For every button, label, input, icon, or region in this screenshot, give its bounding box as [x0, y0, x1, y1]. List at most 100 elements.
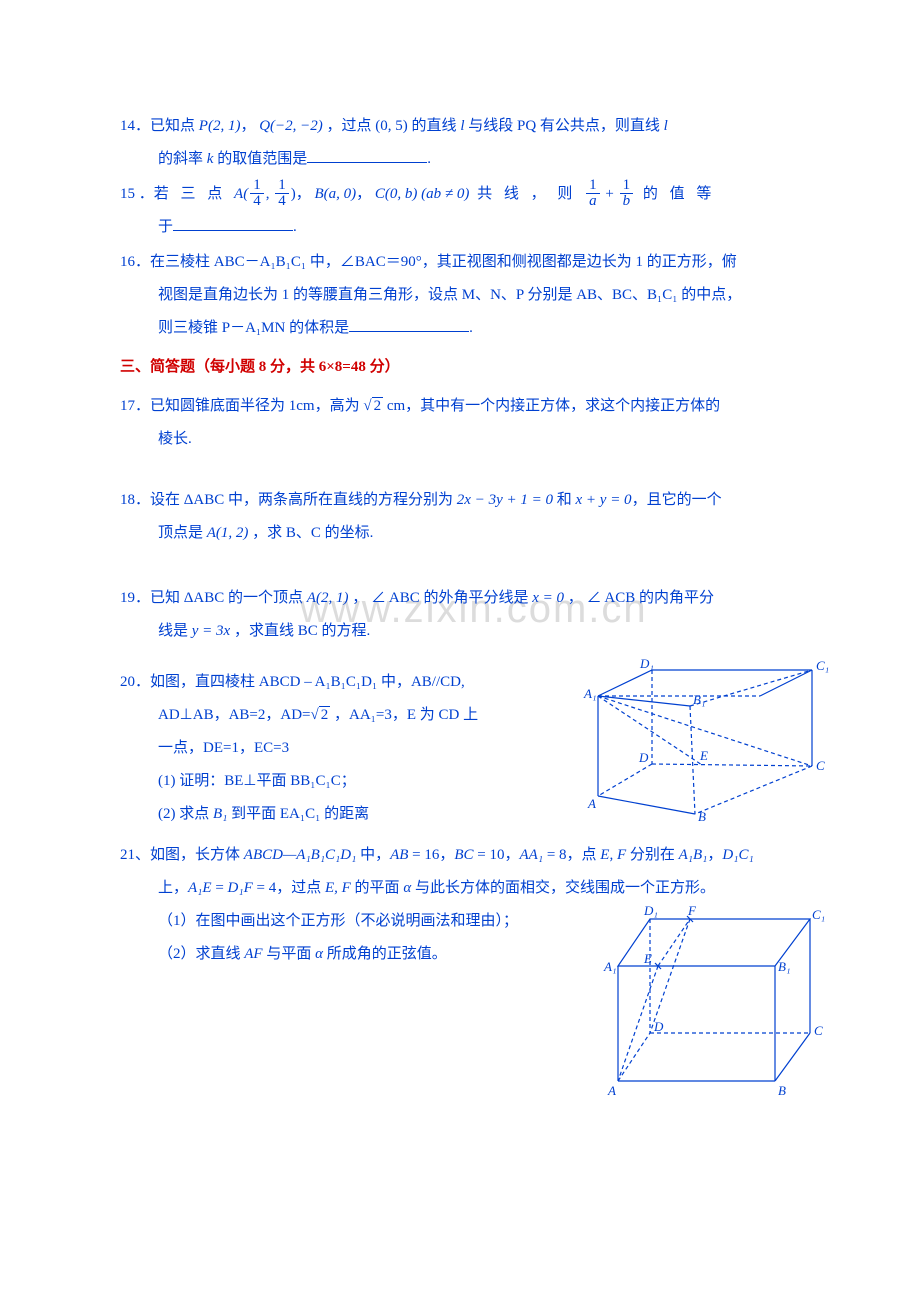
text: .	[427, 151, 431, 167]
var-alpha: α	[315, 946, 323, 962]
svg-text:B₁: B₁	[693, 692, 705, 707]
text: ，	[240, 118, 255, 134]
text: AD⊥AB，AB=2，AD=	[158, 707, 311, 723]
text: 与线段 PQ 有公共点，则直线	[464, 118, 663, 134]
text: ，求 B、C 的坐标.	[248, 525, 373, 541]
text: 如图，直四棱柱 ABCD – A₁B₁C₁D₁ 中，AB//CD,	[150, 674, 465, 690]
frac-1-4: 14	[275, 178, 289, 209]
text: 上，	[158, 880, 188, 896]
text: (2) 求点	[158, 806, 209, 822]
blank-14	[307, 147, 427, 163]
var-D1C1: D₁C₁	[722, 847, 753, 863]
text: 已知圆锥底面半径为 1cm，高为	[150, 398, 360, 414]
sqrt2: 2	[311, 699, 331, 732]
text: ， ∠ ABC 的外角平分线是	[348, 590, 532, 606]
point-C: C(0, b)	[375, 186, 418, 202]
text: ，过点	[323, 118, 372, 134]
eq-x0: x = 0	[532, 590, 564, 606]
point-A: A(2, 1)	[307, 590, 349, 606]
text: 视图是直角边长为 1 的等腰直角三角形，设点 M、N、P 分别是 AB、BC、B…	[120, 279, 820, 312]
text: 到平面 EA₁C₁ 的距离	[231, 806, 369, 822]
text: 线是	[158, 623, 192, 639]
text: cm，其中有一个内接正方体，求这个内接正方体的	[383, 398, 720, 414]
svg-text:A₁: A₁	[583, 686, 596, 701]
point-0-5: (0, 5)	[375, 118, 408, 134]
text: ，	[356, 186, 375, 202]
svg-text:B: B	[778, 1083, 786, 1098]
q17-no: 17．	[120, 398, 150, 414]
frac-1-4: 14	[250, 178, 264, 209]
point-A: A(1, 2)	[207, 525, 249, 541]
text: 的一个顶点	[224, 590, 307, 606]
text: 共 线 ， 则	[469, 186, 584, 202]
text: = 8，点	[543, 847, 600, 863]
text: ， ∠ ACB 的内角平分	[564, 590, 714, 606]
text: 于	[158, 219, 173, 235]
q15-no: 15 ．	[120, 186, 154, 202]
text: 和	[553, 492, 576, 508]
svg-text:D: D	[638, 750, 649, 765]
eq-1: 2x − 3y + 1 = 0	[457, 492, 553, 508]
svg-text:A: A	[587, 796, 596, 811]
text: +	[602, 186, 618, 202]
point-B: B(a, 0)	[314, 186, 356, 202]
q21-no: 21、	[120, 847, 150, 863]
text: =	[212, 880, 228, 896]
text: 则三棱锥 P－A₁MN 的体积是	[158, 320, 349, 336]
question-14: 14．已知点 P(2, 1)， Q(−2, −2) ，过点 (0, 5) 的直线…	[120, 110, 820, 176]
body: ABCD—A₁B₁C₁D₁	[244, 847, 357, 863]
var-AA1: AA₁	[520, 847, 544, 863]
svg-text:D: D	[653, 1019, 664, 1034]
svg-text:C: C	[816, 758, 825, 773]
text: = 4，过点	[253, 880, 325, 896]
text: （2）求直线	[158, 946, 244, 962]
text: ,	[266, 186, 274, 202]
eq-2: x + y = 0	[576, 492, 632, 508]
text: （1）在图中画出这个正方形（不必说明画法和理由）；	[120, 905, 558, 938]
text: 棱长.	[120, 423, 820, 456]
svg-text:A: A	[607, 1083, 616, 1098]
text: 若 三 点	[154, 186, 234, 202]
point-Q: Q(−2, −2)	[259, 118, 323, 134]
text: (1) 证明：BE⊥平面 BB₁C₁C；	[120, 765, 510, 798]
question-18: 18．设在 ΔABC 中，两条高所在直线的方程分别为 2x − 3y + 1 =…	[120, 484, 820, 550]
text: ，AA₁=3，E 为 CD 上	[330, 707, 478, 723]
var-alpha: α	[403, 880, 411, 896]
var-D1F: D₁F	[228, 880, 253, 896]
var-A1B1: A₁B₁	[679, 847, 708, 863]
text: 一点，DE=1，EC=3	[120, 732, 510, 765]
svg-text:B: B	[698, 809, 706, 821]
eq-y3x: y = 3x	[192, 623, 230, 639]
text: 的取值范围是	[213, 151, 307, 167]
text: 的平面	[351, 880, 404, 896]
var-BC: BC	[454, 847, 473, 863]
q16-no: 16．	[120, 254, 150, 270]
text: 的直线	[408, 118, 461, 134]
text: 已知点	[150, 118, 195, 134]
cond: (ab ≠ 0)	[421, 186, 469, 202]
text: 的 值 等	[635, 186, 715, 202]
text: 与平面	[263, 946, 316, 962]
q19-no: 19．	[120, 590, 150, 606]
blank-15	[173, 215, 293, 231]
sqrt2: 2	[363, 390, 383, 423]
text: 中，两条高所在直线的方程分别为	[224, 492, 457, 508]
question-16: 16．在三棱柱 ABC－A₁B₁C₁ 中，∠BAC＝90°，其正视图和侧视图都是…	[120, 246, 820, 345]
var-EF: E, F	[325, 880, 351, 896]
triangle-ABC: ΔABC	[184, 590, 225, 606]
text: 所成角的正弦值。	[323, 946, 447, 962]
var-l: l	[664, 118, 668, 134]
question-15: 15 ．若 三 点 A(14, 14)， B(a, 0)， C(0, b) (a…	[120, 178, 820, 244]
text: 已知	[150, 590, 180, 606]
var-AB: AB	[390, 847, 408, 863]
question-19: 19．已知 ΔABC 的一个顶点 A(2, 1) ， ∠ ABC 的外角平分线是…	[120, 582, 820, 648]
text: 顶点是	[158, 525, 207, 541]
point-A: A(	[234, 186, 248, 202]
question-17: 17．已知圆锥底面半径为 1cm，高为 2 cm，其中有一个内接正方体，求这个内…	[120, 390, 820, 456]
text: = 16，	[408, 847, 454, 863]
text: ，	[296, 186, 315, 202]
text: .	[469, 320, 473, 336]
q20-no: 20．	[120, 674, 150, 690]
svg-text:E: E	[699, 748, 708, 763]
frac-1-b: 1b	[620, 178, 634, 209]
